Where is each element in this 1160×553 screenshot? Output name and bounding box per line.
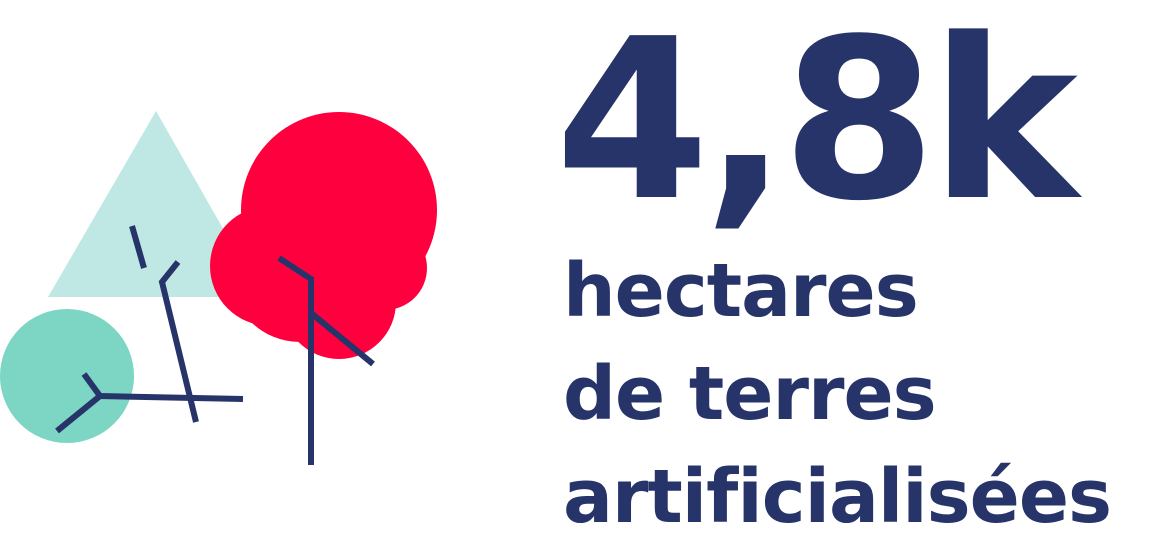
tree-illustration-svg [0,111,437,465]
green-circle-shape [0,309,134,443]
stat-caption: hectares de terres artificialisées [563,240,1112,549]
caption-line-3: artificialisées [563,454,1112,540]
triangle-shape [48,111,262,297]
caption-line-1: hectares [563,248,919,334]
stat-block: 4,8k hectares de terres artificialisées [555,0,1160,549]
caption-line-2: de terres [563,351,937,437]
red-tree-crown [210,112,437,359]
branches [55,225,375,465]
tree-illustration [0,0,560,549]
stat-value: 4,8k [555,0,1078,250]
